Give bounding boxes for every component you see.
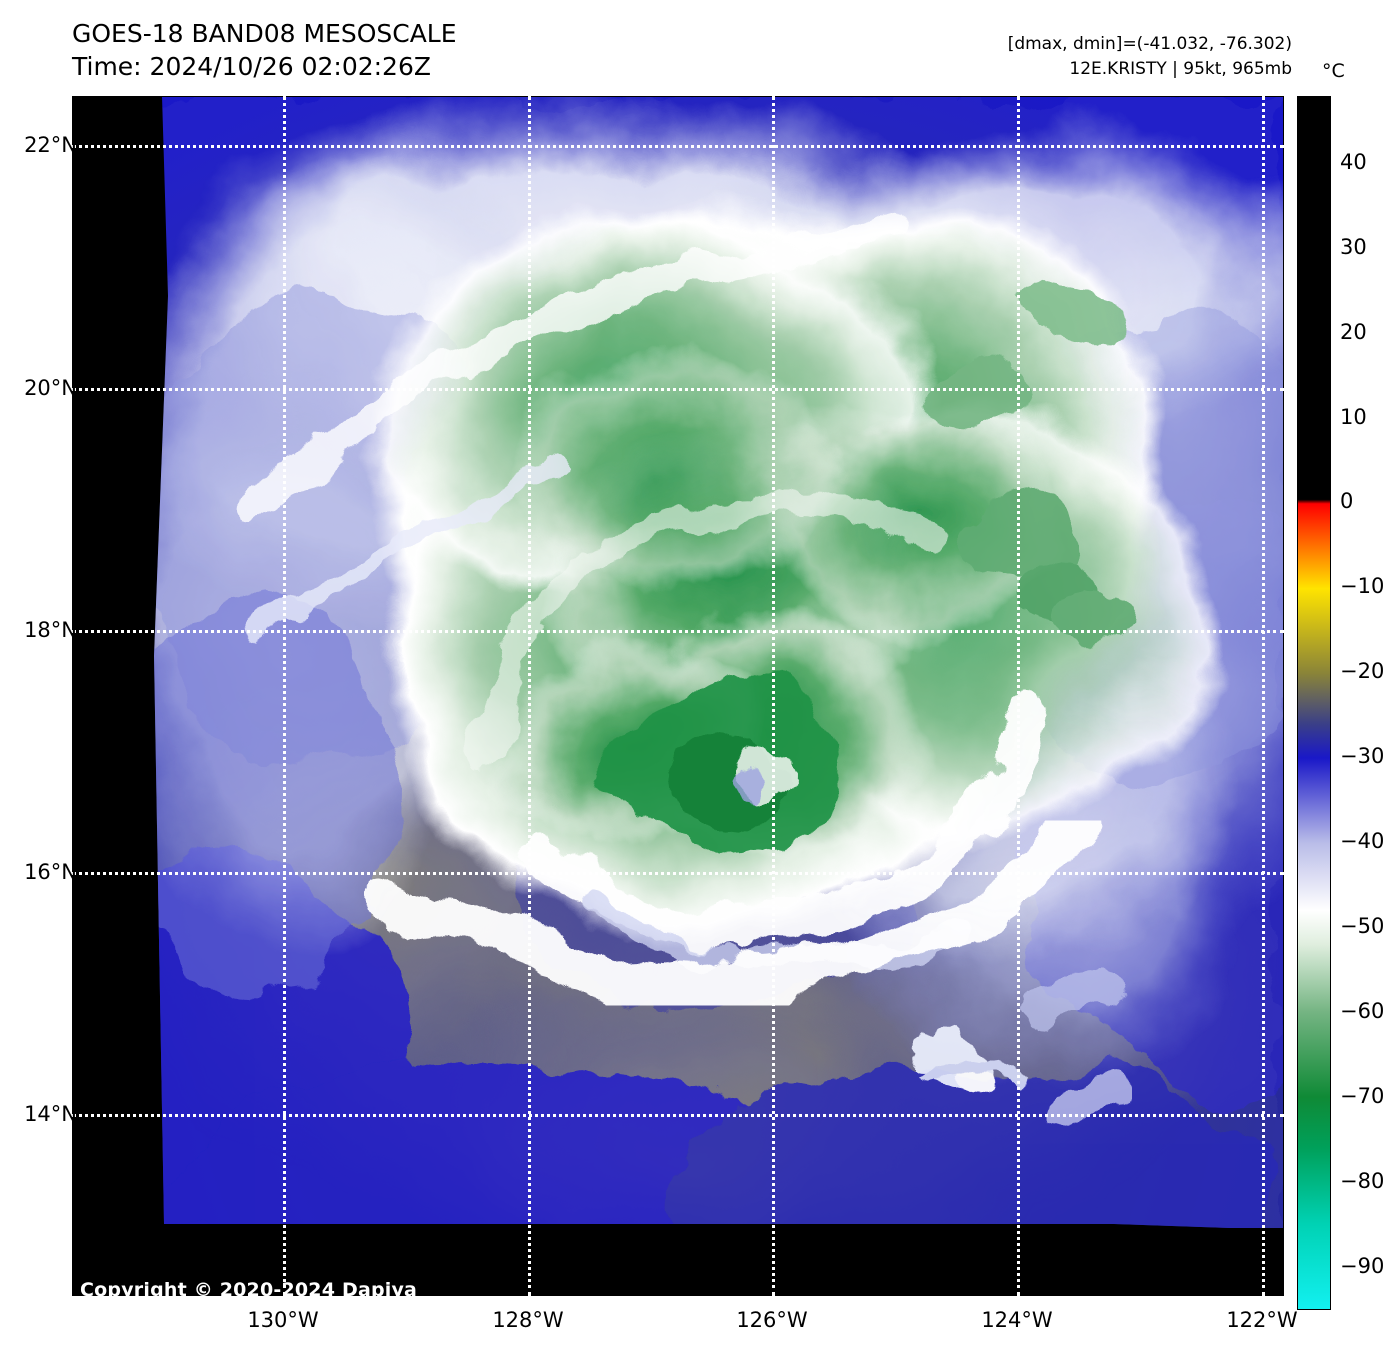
xtick-label-126w: 126°W xyxy=(736,1308,808,1332)
colorbar[interactable] xyxy=(1297,96,1331,1310)
header-meta-block: [dmax, dmin]=(-41.032, -76.302) 12E.KRIS… xyxy=(1008,32,1292,81)
xtick-label-128w: 128°W xyxy=(492,1308,564,1332)
colorbar-tick-m80: −80 xyxy=(1340,1168,1385,1193)
ytick-label-18n: 18°N xyxy=(24,618,77,642)
timestamp-label: Time: 2024/10/26 02:02:26Z xyxy=(72,51,431,81)
colorbar-tick-m60: −60 xyxy=(1340,998,1385,1023)
xtick-label-122w: 122°W xyxy=(1226,1308,1298,1332)
colorbar-tick-m90: −90 xyxy=(1340,1253,1385,1278)
ytick-label-16n: 16°N xyxy=(24,860,77,884)
ytick-label-22n: 22°N xyxy=(24,133,77,157)
copyright-label: Copyright © 2020-2024 Dapiya xyxy=(80,1279,418,1301)
xtick-label-130w: 130°W xyxy=(247,1308,319,1332)
data-range-label: [dmax, dmin]=(-41.032, -76.302) xyxy=(1007,34,1292,54)
colorbar-tick-m10: −10 xyxy=(1340,574,1385,599)
colorbar-tick-10: 10 xyxy=(1340,404,1367,429)
page-title: GOES-18 BAND08 MESOSCALE xyxy=(72,19,457,48)
colorbar-tick-m40: −40 xyxy=(1340,829,1385,854)
colorbar-unit-label: °C xyxy=(1322,60,1345,82)
ytick-label-20n: 20°N xyxy=(24,376,77,400)
colorbar-tick-m20: −20 xyxy=(1340,659,1385,684)
header-title-block: GOES-18 BAND08 MESOSCALE Time: 2024/10/2… xyxy=(72,18,457,83)
colorbar-tick-20: 20 xyxy=(1340,319,1367,344)
colorbar-tick-m50: −50 xyxy=(1340,913,1385,938)
colorbar-tick-40: 40 xyxy=(1340,149,1367,174)
ytick-label-14n: 14°N xyxy=(24,1102,77,1126)
colorbar-tick-0: 0 xyxy=(1340,489,1354,514)
colorbar-tick-30: 30 xyxy=(1340,234,1367,259)
colorbar-tick-m70: −70 xyxy=(1340,1083,1385,1108)
xtick-label-124w: 124°W xyxy=(981,1308,1053,1332)
colorbar-tick-m30: −30 xyxy=(1340,744,1385,769)
satellite-image-plot[interactable] xyxy=(72,96,1284,1296)
storm-info-label: 12E.KRISTY | 95kt, 965mb xyxy=(1069,58,1292,79)
